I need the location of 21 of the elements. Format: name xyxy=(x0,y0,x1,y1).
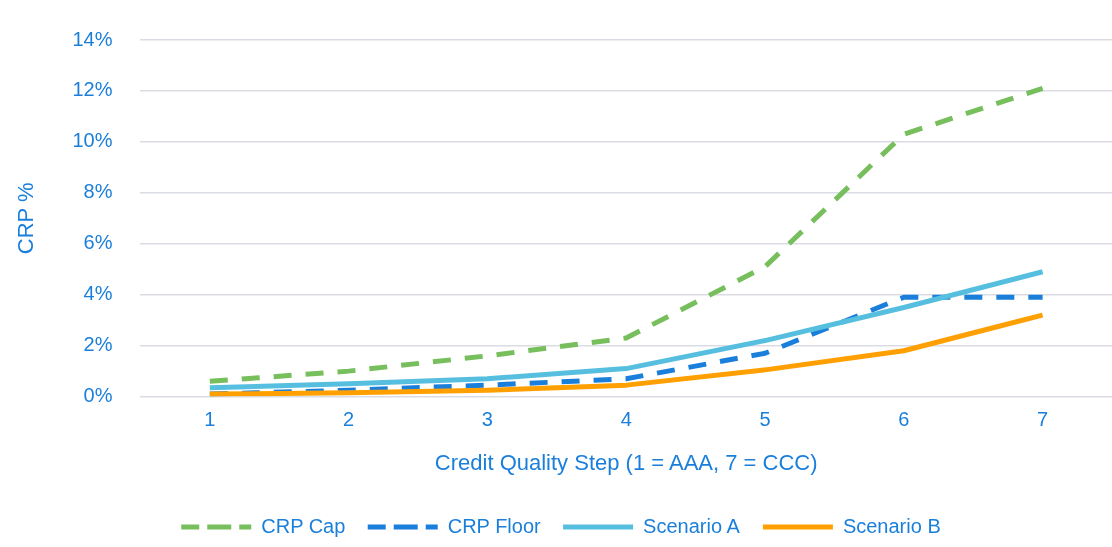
x-tick-label: 6 xyxy=(898,408,910,431)
y-tick-label: 14% xyxy=(72,27,113,50)
y-tick-label: 6% xyxy=(83,231,113,254)
x-tick-label: 7 xyxy=(1037,408,1049,431)
x-tick-label: 2 xyxy=(343,408,355,431)
y-tick-label: 0% xyxy=(83,384,113,407)
y-tick-label: 4% xyxy=(83,282,113,305)
y-tick-label: 8% xyxy=(83,180,113,203)
x-tick-label: 1 xyxy=(204,408,216,431)
legend-label: Scenario B xyxy=(842,514,941,537)
x-axis-title: Credit Quality Step (1 = AAA, 7 = CCC) xyxy=(434,449,818,475)
y-axis-title: CRP % xyxy=(13,182,39,255)
x-tick-label: 3 xyxy=(481,408,493,431)
x-tick-label: 4 xyxy=(620,408,632,431)
legend-label: CRP Cap xyxy=(261,514,346,537)
y-tick-label: 12% xyxy=(72,78,113,101)
y-tick-label: 2% xyxy=(83,333,113,356)
y-tick-label: 10% xyxy=(72,129,113,152)
x-tick-label: 5 xyxy=(759,408,771,431)
legend-label: CRP Floor xyxy=(447,514,542,537)
legend-label: Scenario A xyxy=(643,514,741,537)
